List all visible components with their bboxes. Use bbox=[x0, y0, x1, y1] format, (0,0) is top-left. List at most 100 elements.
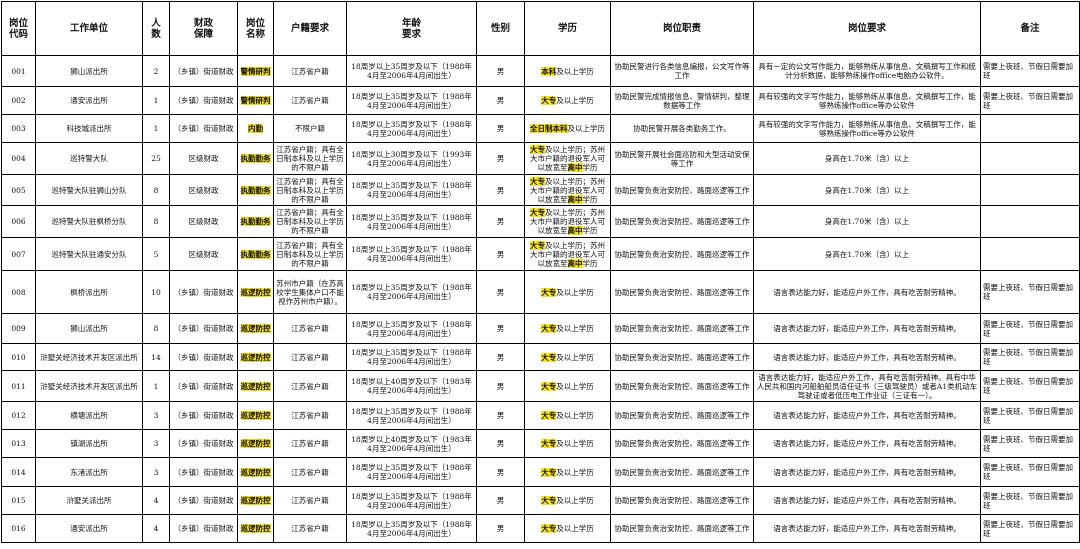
position-cell: 巡逻防控 bbox=[237, 313, 274, 344]
gender-cell: 男 bbox=[476, 55, 525, 87]
age-cell: 18周岁以上35周岁及以下（1988年4月至2006年4月间出生） bbox=[346, 486, 477, 515]
education-text: 高中 bbox=[567, 194, 583, 204]
gender-cell: 男 bbox=[476, 457, 525, 487]
education-text: 及以上学历 bbox=[556, 96, 594, 105]
notes-cell bbox=[980, 114, 1080, 143]
education-cell: 大专及以上学历 bbox=[524, 514, 611, 543]
position-name: 巡逻防控 bbox=[240, 524, 271, 533]
position-name: 警情研判 bbox=[240, 66, 271, 76]
code-cell: 002 bbox=[1, 86, 36, 115]
position-name: 巡逻防控 bbox=[240, 467, 271, 477]
hukou-cell: 江苏省户籍 bbox=[273, 86, 347, 115]
requirements-cell: 语言表达能力好，能适应户外工作，具有吃苦耐劳精神。 bbox=[753, 343, 981, 371]
gender-cell: 男 bbox=[476, 429, 525, 458]
education-text: 及以上学历 bbox=[556, 439, 594, 448]
education-text: 及以上学历 bbox=[556, 524, 594, 533]
education-cell: 大专及以上学历；苏州大市户籍的退役军人可以放宽至高中学历 bbox=[524, 174, 611, 206]
education-cell: 大专及以上学历 bbox=[524, 429, 611, 458]
education-text: 学历 bbox=[582, 226, 598, 235]
header-cell: 岗位要求 bbox=[753, 1, 981, 56]
hukou-cell: 江苏省户籍；具有全日制本科及以上学历的不限户籍 bbox=[273, 205, 347, 238]
unit-cell: 浒墅关经济技术开发区派出所 bbox=[35, 343, 143, 371]
count-cell: 25 bbox=[142, 142, 170, 175]
duties-cell: 协助民警进行各类信息编报，公文写作等工作 bbox=[610, 55, 754, 87]
education-cell: 大专及以上学历 bbox=[524, 343, 611, 371]
code-cell: 006 bbox=[1, 205, 36, 238]
header-cell: 性别 bbox=[476, 1, 525, 56]
position-name: 巡逻防控 bbox=[240, 287, 271, 297]
position-cell: 执勤勤务 bbox=[237, 174, 274, 206]
table-row: 014 东渚派出所 3 （乡镇）街道财政 巡逻防控 江苏省户籍 18周岁以上35周岁及以下（… bbox=[1, 457, 1080, 487]
gender-cell: 男 bbox=[476, 401, 525, 430]
age-cell: 18周岁以上35周岁及以下（1988年4月至2006年4月间出生） bbox=[346, 55, 477, 87]
count-cell: 3 bbox=[142, 457, 170, 487]
table-row: 016 通安派出所 4 （乡镇）街道财政 巡逻防控 江苏省户籍 18周岁以上35周岁及以下（… bbox=[1, 514, 1080, 543]
education-text: 大专 bbox=[530, 208, 545, 217]
education-cell: 大专及以上学历 bbox=[524, 486, 611, 515]
gender-cell: 男 bbox=[476, 343, 525, 371]
count-cell: 3 bbox=[142, 429, 170, 458]
hukou-cell: 江苏省户籍 bbox=[273, 514, 347, 543]
notes-cell: 需要上夜班、节假日需要加班 bbox=[980, 270, 1080, 314]
education-text: 及以上学历 bbox=[556, 496, 594, 505]
table-row: 004 巡特警大队 25 区级财政 执勤勤务 江苏省户籍；具有全日制本科及以上学历的不限户… bbox=[1, 142, 1080, 175]
count-cell: 4 bbox=[142, 486, 170, 515]
age-cell: 18周岁以上35周岁及以下（1988年4月至2006年4月间出生） bbox=[346, 270, 477, 314]
duties-cell: 协助民警开展各类勤务工作。 bbox=[610, 114, 754, 143]
count-cell: 1 bbox=[142, 86, 170, 115]
unit-cell: 巡特警大队 bbox=[35, 142, 143, 175]
gender-cell: 男 bbox=[476, 142, 525, 175]
education-text: 本科 bbox=[541, 66, 557, 76]
header-cell: 岗位 名称 bbox=[237, 1, 274, 56]
duties-cell: 协助民警开展社会面巡防和大型活动安保等工作 bbox=[610, 142, 754, 175]
education-text: 大专 bbox=[541, 96, 557, 105]
age-cell: 18周岁以上40周岁及以下（1983年4月至2006年4月间出生） bbox=[346, 370, 477, 402]
duties-cell: 协助民警负责治安防控、路面巡逻等工作 bbox=[610, 486, 754, 515]
code-cell: 004 bbox=[1, 142, 36, 175]
code-cell: 013 bbox=[1, 429, 36, 458]
position-name: 巡逻防控 bbox=[240, 352, 271, 362]
finance-cell: （乡镇）街道财政 bbox=[169, 313, 238, 344]
position-name: 巡逻防控 bbox=[240, 381, 271, 391]
position-name: 执勤勤务 bbox=[240, 217, 271, 226]
duties-cell: 协助民警负责治安防控、路面巡逻等工作 bbox=[610, 514, 754, 543]
hukou-cell: 江苏省户籍 bbox=[273, 486, 347, 515]
finance-cell: （乡镇）街道财政 bbox=[169, 486, 238, 515]
count-cell: 8 bbox=[142, 205, 170, 238]
education-text: 大专 bbox=[541, 496, 557, 505]
education-text: 学历 bbox=[582, 258, 598, 268]
age-cell: 18周岁以上35周岁及以下（1988年4月至2006年4月间出生） bbox=[346, 86, 477, 115]
gender-cell: 男 bbox=[476, 514, 525, 543]
table-row: 005 巡特警大队驻狮山分队 8 区级财政 执勤勤务 江苏省户籍；具有全日制本科及以上学历… bbox=[1, 174, 1080, 206]
requirements-cell: 语言表达能力好，能适应户外工作，具有吃苦耐劳精神。 bbox=[753, 313, 981, 344]
age-cell: 18周岁以上35周岁及以下（1988年4月至2006年4月间出生） bbox=[346, 457, 477, 487]
code-cell: 014 bbox=[1, 457, 36, 487]
unit-cell: 浒墅关派出所 bbox=[35, 486, 143, 515]
header-cell: 工作单位 bbox=[35, 1, 143, 56]
table-row: 012 横塘派出所 3 （乡镇）街道财政 巡逻防控 江苏省户籍 18周岁以上35周岁及以下（… bbox=[1, 401, 1080, 430]
finance-cell: （乡镇）街道财政 bbox=[169, 55, 238, 87]
education-text: 及以上学历；苏州大市户籍的退役军人可以放宽至 bbox=[530, 145, 605, 172]
unit-cell: 镇湖派出所 bbox=[35, 429, 143, 458]
age-cell: 18周岁以上30周岁及以下（1993年4月至2006年4月间出生） bbox=[346, 142, 477, 175]
header-cell: 学历 bbox=[524, 1, 611, 56]
position-name: 巡逻防控 bbox=[240, 324, 271, 333]
position-cell: 巡逻防控 bbox=[237, 343, 274, 371]
unit-cell: 浒墅关经济技术开发区派出所 bbox=[35, 370, 143, 402]
gender-cell: 男 bbox=[476, 205, 525, 238]
gender-cell: 男 bbox=[476, 370, 525, 402]
finance-cell: 区级财政 bbox=[169, 205, 238, 238]
position-cell: 执勤勤务 bbox=[237, 205, 274, 238]
finance-cell: （乡镇）街道财政 bbox=[169, 343, 238, 371]
hukou-cell: 苏州市户籍（在苏高校学生集体户口不能视作苏州市户籍）。 bbox=[273, 270, 347, 314]
count-cell: 1 bbox=[142, 114, 170, 143]
requirements-cell: 身高在1.70米（含）以上 bbox=[753, 174, 981, 206]
unit-cell: 科技城派出所 bbox=[35, 114, 143, 143]
unit-cell: 巡特警大队驻枫桥分队 bbox=[35, 205, 143, 238]
table-row: 006 巡特警大队驻枫桥分队 8 区级财政 执勤勤务 江苏省户籍；具有全日制本科及以上学历… bbox=[1, 205, 1080, 238]
requirements-cell: 语言表达能力好，能适应户外工作，具有吃苦耐劳精神。 bbox=[753, 401, 981, 430]
hukou-cell: 江苏省户籍 bbox=[273, 457, 347, 487]
table-row: 011 浒墅关经济技术开发区派出所 1 （乡镇）街道财政 巡逻防控 江苏省户籍 18周岁以上… bbox=[1, 370, 1080, 402]
position-name: 巡逻防控 bbox=[240, 411, 271, 420]
